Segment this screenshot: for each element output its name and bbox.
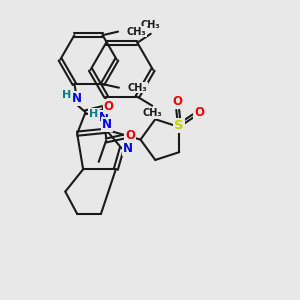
Text: N: N: [102, 118, 112, 130]
Text: H: H: [89, 109, 98, 119]
Text: N: N: [123, 142, 133, 155]
Text: O: O: [104, 100, 114, 113]
Text: O: O: [172, 95, 182, 108]
Text: O: O: [194, 106, 204, 119]
Text: CH₃: CH₃: [126, 27, 146, 37]
Text: CH₃: CH₃: [141, 20, 161, 31]
Text: CH₃: CH₃: [142, 108, 162, 118]
Text: H: H: [62, 90, 72, 100]
Text: N: N: [99, 111, 109, 124]
Text: CH₃: CH₃: [127, 83, 147, 93]
Text: O: O: [125, 129, 135, 142]
Text: S: S: [174, 119, 184, 132]
Text: N: N: [72, 92, 82, 105]
